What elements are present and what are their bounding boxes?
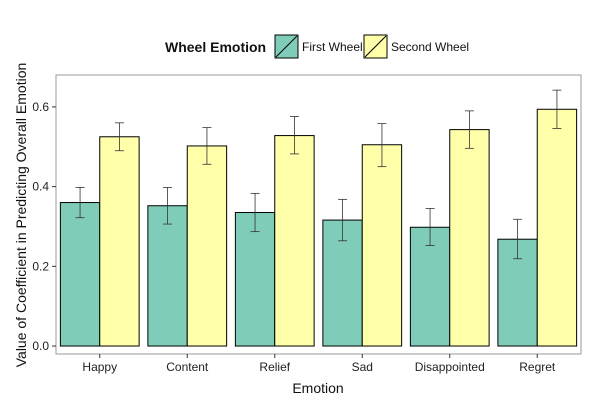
error-bar bbox=[114, 122, 124, 152]
error-bar bbox=[202, 127, 212, 165]
plot-panel bbox=[55, 74, 582, 355]
x-axis: Happy Content Relief Sad Disappointed Regret bbox=[82, 354, 556, 374]
y-tick-label: 0.4 bbox=[32, 180, 49, 194]
legend-key-slash bbox=[364, 35, 387, 58]
error-bar bbox=[425, 208, 435, 246]
legend-label-second-wheel: Second Wheel bbox=[391, 40, 469, 54]
error-bar bbox=[464, 110, 474, 149]
y-axis: 0.0 0.2 0.4 0.6 bbox=[32, 100, 56, 353]
bar-happy-first-wheel bbox=[59, 202, 101, 347]
x-tick-label: Happy bbox=[82, 360, 117, 374]
error-bar bbox=[513, 218, 523, 260]
error-bar bbox=[377, 123, 387, 168]
error-bar bbox=[250, 192, 260, 233]
bar-disappointed-first-wheel bbox=[409, 226, 451, 347]
error-bar bbox=[75, 186, 85, 219]
legend-title: Wheel Emotion bbox=[165, 39, 266, 55]
legend-item-second-wheel: Second Wheel bbox=[363, 34, 469, 59]
x-tick-label: Content bbox=[166, 360, 209, 374]
error-bar bbox=[338, 198, 348, 242]
bars bbox=[59, 108, 578, 347]
y-tick-label: 0.2 bbox=[32, 259, 49, 273]
y-tick-label: 0.6 bbox=[32, 100, 49, 114]
legend-key-slash bbox=[275, 35, 298, 58]
error-bar bbox=[163, 186, 173, 225]
x-tick-label: Disappointed bbox=[415, 360, 485, 374]
x-tick-label: Regret bbox=[519, 360, 556, 374]
x-axis-title: Emotion bbox=[292, 380, 343, 396]
legend-label-first-wheel: First Wheel bbox=[302, 40, 363, 54]
x-tick-label: Relief bbox=[259, 360, 290, 374]
bar-relief-second-wheel bbox=[274, 135, 315, 347]
legend-item-first-wheel: First Wheel bbox=[274, 34, 363, 59]
bar-regret-second-wheel bbox=[536, 108, 578, 347]
bar-content-second-wheel bbox=[186, 145, 228, 347]
legend: Wheel Emotion First Wheel Second Wheel bbox=[165, 34, 469, 59]
bar-happy-second-wheel bbox=[99, 136, 140, 347]
x-tick-label: Sad bbox=[352, 360, 373, 374]
error-bars bbox=[75, 89, 562, 260]
bar-relief-first-wheel bbox=[234, 212, 276, 347]
y-axis-title: Value of Coefficient in Predicting Overa… bbox=[13, 63, 29, 368]
error-bar bbox=[289, 116, 299, 155]
bar-sad-second-wheel bbox=[361, 144, 403, 347]
bar-disappointed-second-wheel bbox=[449, 129, 490, 347]
error-bar bbox=[552, 89, 562, 129]
bar-content-first-wheel bbox=[147, 205, 188, 347]
y-tick-label: 0.0 bbox=[32, 339, 49, 353]
